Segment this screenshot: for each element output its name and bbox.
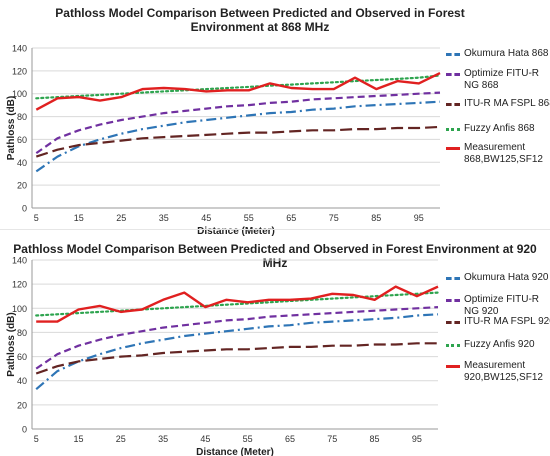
y-tick-label: 40 bbox=[17, 158, 27, 168]
x-tick-label: 65 bbox=[285, 434, 295, 444]
series-line-2 bbox=[35, 91, 441, 155]
x-tick-label: 75 bbox=[329, 213, 339, 223]
chart-title: Pathloss Model Comparison Between Predic… bbox=[55, 6, 465, 34]
x-tick-label: 35 bbox=[159, 213, 169, 223]
legend-label: Optimize FITU-R NG 920 bbox=[464, 294, 539, 317]
y-tick-label: 80 bbox=[17, 112, 27, 122]
x-axis-label: Distance (Meter) bbox=[196, 447, 274, 456]
legend-label: ITU-R MA FSPL 920 bbox=[464, 316, 550, 327]
legend-label: Optimize FITU-R NG 868 bbox=[464, 68, 539, 91]
y-tick-label: 100 bbox=[12, 89, 27, 99]
y-axis-label: Pathloss (dB) bbox=[6, 312, 17, 376]
legend-swatch bbox=[446, 277, 460, 280]
x-tick-label: 5 bbox=[34, 434, 39, 444]
legend-swatch bbox=[446, 344, 460, 347]
y-tick-label: 20 bbox=[17, 400, 27, 410]
series-line-2 bbox=[35, 306, 439, 370]
x-tick-label: 5 bbox=[34, 213, 39, 223]
series-line-1 bbox=[35, 100, 441, 173]
y-tick-label: 40 bbox=[17, 376, 27, 386]
legend-label: ITU-R MA FSPL 868 bbox=[464, 98, 550, 109]
legend-swatch bbox=[446, 103, 460, 106]
x-tick-label: 85 bbox=[370, 434, 380, 444]
y-tick-label: 120 bbox=[12, 66, 27, 76]
legend-label: Okumura Hata 920 bbox=[464, 272, 549, 283]
y-tick-label: 0 bbox=[22, 204, 27, 214]
legend-swatch bbox=[446, 128, 460, 131]
y-tick-label: 80 bbox=[17, 328, 27, 338]
x-tick-label: 55 bbox=[244, 213, 254, 223]
legend-swatch bbox=[446, 321, 460, 324]
chart-868: Pathloss Model Comparison Between Predic… bbox=[6, 6, 550, 237]
legend-swatch bbox=[446, 365, 460, 368]
x-tick-label: 15 bbox=[74, 213, 84, 223]
x-tick-label: 25 bbox=[116, 213, 126, 223]
legend-label: Fuzzy Anfis 868 bbox=[464, 123, 535, 134]
legend-swatch bbox=[446, 73, 460, 76]
y-axis-label: Pathloss (dB) bbox=[6, 96, 17, 160]
x-tick-label: 95 bbox=[412, 434, 422, 444]
y-tick-label: 20 bbox=[17, 181, 27, 191]
chart-920: Pathloss Model Comparison Between Predic… bbox=[0, 232, 550, 456]
x-tick-label: 75 bbox=[327, 434, 337, 444]
y-tick-label: 0 bbox=[22, 425, 27, 435]
x-tick-label: 95 bbox=[414, 213, 424, 223]
x-axis-label: Distance (Meter) bbox=[197, 226, 275, 237]
y-tick-label: 140 bbox=[12, 44, 27, 54]
series-line-4 bbox=[35, 291, 440, 317]
y-tick-label: 140 bbox=[12, 256, 27, 266]
x-tick-label: 15 bbox=[74, 434, 84, 444]
legend-label: Measurement 868,BW125,SF12 bbox=[464, 142, 543, 165]
x-tick-label: 45 bbox=[200, 434, 210, 444]
series-line-3 bbox=[35, 125, 441, 158]
plot-area: 0 20 40 60 80 100 120 140 5 15 25 35 45 55 65 75 85 95 Dis… bbox=[6, 44, 442, 237]
x-tick-label: 65 bbox=[286, 213, 296, 223]
y-tick-label: 100 bbox=[12, 304, 27, 314]
x-tick-label: 55 bbox=[243, 434, 253, 444]
legend-label: Okumura Hata 868 bbox=[464, 48, 549, 59]
plot-area: 0 20 40 60 80 100 120 140 5 15 25 35 45 55 65 75 85 95 Dis… bbox=[6, 256, 440, 456]
legend-swatch bbox=[446, 53, 460, 56]
series-line-4 bbox=[35, 74, 442, 100]
legend-label: Fuzzy Anfis 920 bbox=[464, 339, 535, 350]
legend-label: Measurement 920,BW125,SF12 bbox=[464, 360, 543, 383]
divider bbox=[0, 229, 550, 230]
x-tick-label: 85 bbox=[371, 213, 381, 223]
series-line-1 bbox=[35, 313, 439, 391]
x-tick-label: 45 bbox=[201, 213, 211, 223]
y-tick-label: 120 bbox=[12, 280, 27, 290]
series-line-5 bbox=[36, 285, 439, 323]
y-tick-label: 60 bbox=[17, 135, 27, 145]
legend-swatch bbox=[446, 147, 460, 150]
series-line-3 bbox=[35, 342, 438, 375]
legend-swatch bbox=[446, 299, 460, 302]
x-tick-label: 35 bbox=[158, 434, 168, 444]
series-line-5 bbox=[35, 72, 441, 111]
x-tick-label: 25 bbox=[116, 434, 126, 444]
y-tick-label: 60 bbox=[17, 352, 27, 362]
